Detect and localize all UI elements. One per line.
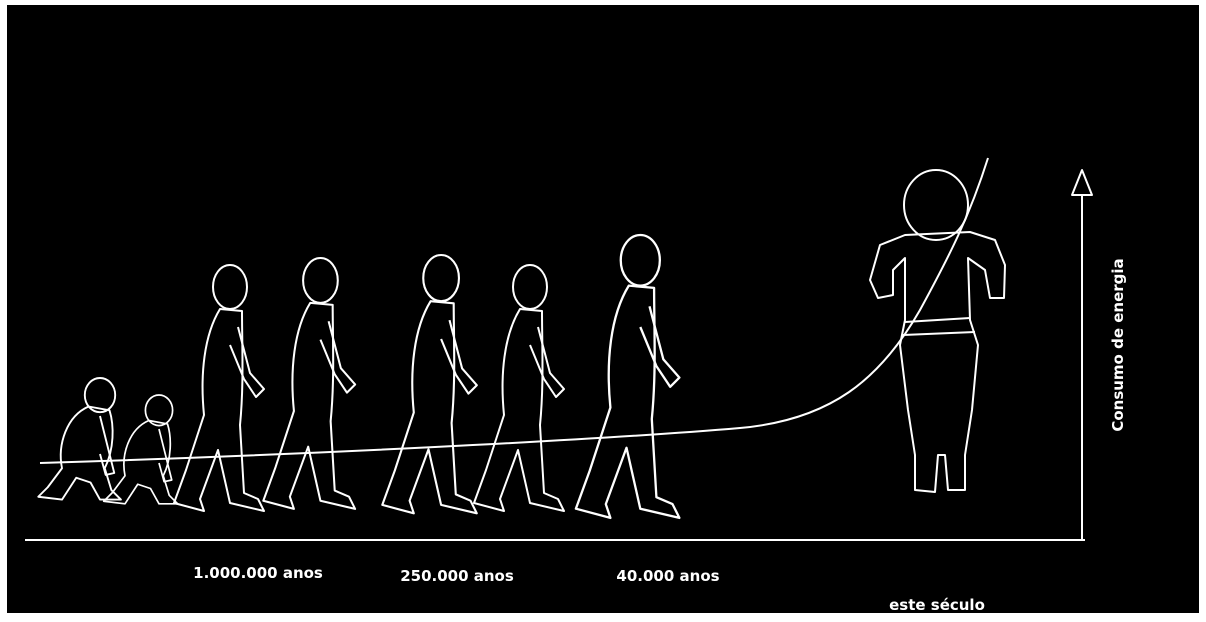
axis-arrow	[1071, 169, 1093, 196]
background	[7, 5, 1199, 613]
astronaut	[869, 169, 1006, 493]
time-label: este século	[889, 596, 985, 614]
time-label: 250.000 anos	[400, 567, 514, 585]
axis-label: Consumo de energia	[1109, 258, 1127, 431]
energy-curve	[39, 157, 989, 464]
time-label: 1.000.000 anos	[193, 564, 323, 582]
time-label: 40.000 anos	[616, 567, 719, 585]
